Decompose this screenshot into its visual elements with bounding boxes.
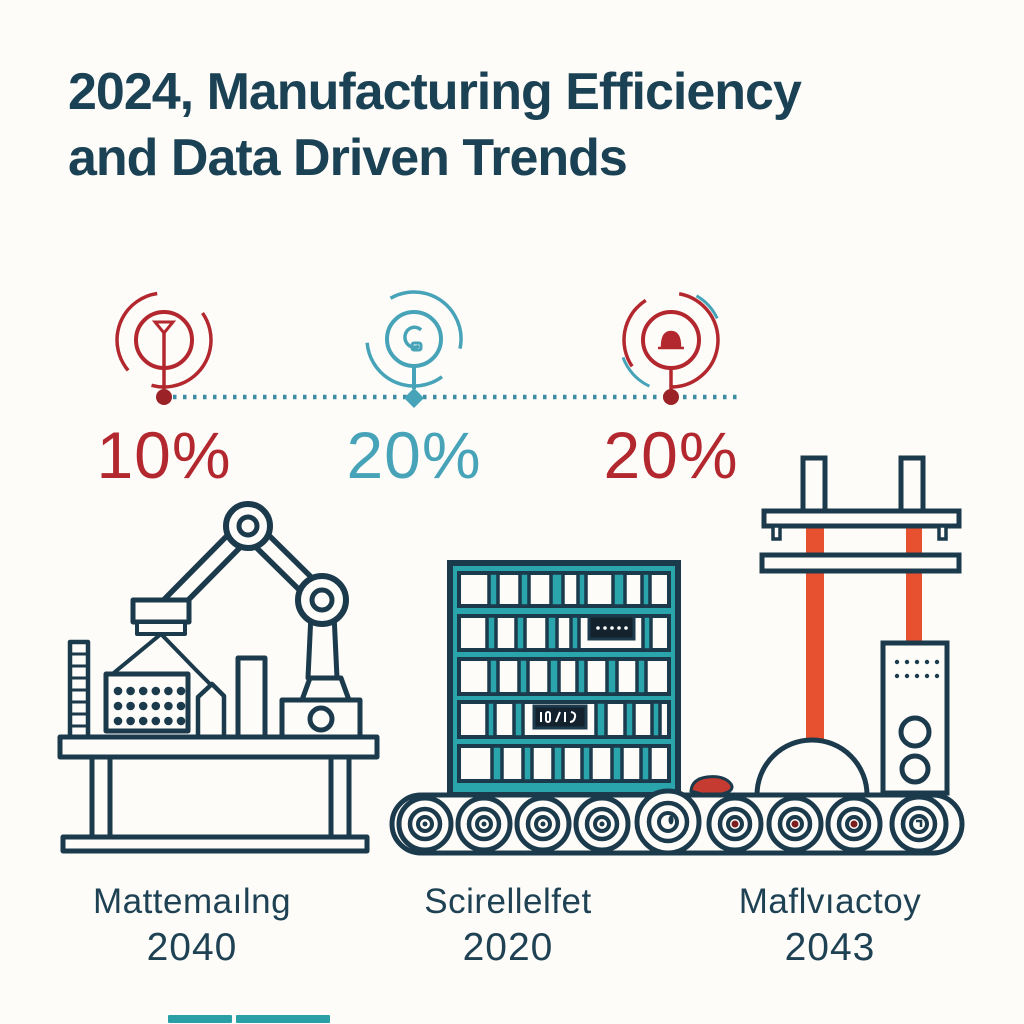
footer-accent-bar [168,1015,232,1023]
factory-building-on-conveyor [447,560,734,798]
title-line-1: 2024, Manufacturing Efficiency [68,63,802,121]
workbench-table [57,734,380,854]
footer-accent-bar [236,1015,330,1023]
pencil-block [195,681,227,737]
wrench-icon [365,290,463,408]
press-top-beam [761,508,962,529]
caption-year: 2043 [784,926,876,969]
gripper [108,597,215,689]
caption-building: Scirellelfet 2020 [358,882,658,970]
conveyor-rollers [396,788,949,856]
milestone-value-1: 10% [96,418,232,492]
display-panel-digits [532,704,588,730]
caption-year: 2040 [146,926,238,969]
press-columns [806,524,922,742]
timeline-marker-diamond [404,388,424,408]
press-machine-with-control-panel [754,455,962,798]
panel-knob-top [898,715,932,749]
dot-matrix-panel [103,671,191,734]
robot-arm [161,501,363,740]
tall-block [235,655,268,740]
press-dome [754,737,870,798]
bell-icon [621,291,720,405]
robotic-arm-workbench [57,501,380,854]
control-panel [880,640,950,796]
timeline-marker-dot [663,389,679,405]
conveyor-belt [389,788,965,856]
panel-knob-bottom [899,753,931,785]
display-panel-dots [587,614,636,641]
page-title: 2024, Manufacturing Efficiency and Data … [68,60,928,191]
signal-funnel-icon [115,291,213,405]
caption-label: Mattemaılng [92,882,292,921]
caption-label: Maflvıactoy [738,882,922,921]
title-block: 2024, Manufacturing Efficiency and Data … [68,60,928,191]
caption-workbench: Mattemaılng 2040 [42,882,342,970]
title-line-2: and Data Driven Trends [68,128,628,187]
press-lower-beam [759,552,962,574]
ladder [67,639,91,740]
caption-label: Scirellelfet [424,882,592,921]
timeline-marker-dot [156,389,172,405]
milestone-value-2: 20% [346,418,482,492]
caption-press: Maflvıactoy 2043 [680,882,980,970]
caption-year: 2020 [462,926,554,969]
milestone-value-3: 20% [603,418,739,492]
